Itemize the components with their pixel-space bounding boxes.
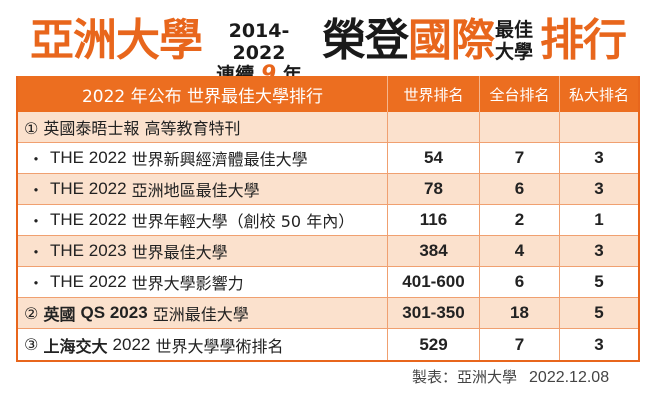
credit-text: 製表：亞洲大學 xyxy=(412,368,518,386)
world-rank: 78 xyxy=(388,174,480,204)
table-credit: 製表：亞洲大學 2022.12.08 xyxy=(412,366,609,387)
section-number: ② xyxy=(24,303,39,323)
row-label: ③ 上海交大 2022 世界大學學術排名 xyxy=(18,329,388,360)
row-name: 世界大學學術排名 xyxy=(155,336,284,356)
row-prefix: 2022 xyxy=(112,334,151,354)
table-row: ・ THE 2023 世界最佳大學 384 4 3 xyxy=(18,236,638,267)
row-prefix: THE 2022 xyxy=(50,210,127,229)
banner-ranking: 排行 xyxy=(540,15,627,66)
section-label: ① 英國泰晤士報 高等教育特刊 xyxy=(18,112,388,142)
world-rank: 529 xyxy=(388,329,480,360)
table-header-row: 2022 年公布 世界最佳大學排行 世界排名 全台排名 私大排名 xyxy=(18,76,638,112)
best-line2: 大學 xyxy=(495,41,534,63)
world-rank: 301-350 xyxy=(388,298,480,328)
row-name: 世界新興經濟體最佳大學 xyxy=(131,150,308,169)
row-prefix: THE 2022 xyxy=(50,179,127,198)
header-title: 2022 年公布 世界最佳大學排行 xyxy=(18,76,388,112)
header-private-rank: 私大排名 xyxy=(568,85,629,104)
header-world-rank: 世界排名 xyxy=(388,76,480,112)
bullet: ・ xyxy=(28,243,45,262)
ranking-table: 2022 年公布 世界最佳大學排行 世界排名 全台排名 私大排名 ① 英國泰晤士… xyxy=(16,76,640,362)
private-rank: 1 xyxy=(594,210,604,229)
taiwan-rank: 6 xyxy=(480,267,560,297)
taiwan-rank: 2 xyxy=(480,205,560,235)
private-rank: 5 xyxy=(594,303,604,322)
private-rank: 3 xyxy=(594,334,604,354)
row-name: 亞洲地區最佳大學 xyxy=(131,181,260,200)
row-prefix: THE 2022 xyxy=(50,148,127,167)
row-name: 世界最佳大學 xyxy=(131,243,228,262)
table-row: ・ THE 2022 世界新興經濟體最佳大學 54 7 3 xyxy=(18,143,638,174)
row-prefix: THE 2022 xyxy=(50,272,127,291)
private-rank: 3 xyxy=(594,148,604,167)
banner-university: 亞洲大學 xyxy=(30,15,203,66)
banner-years: 2014-2022 xyxy=(228,20,290,64)
credit-date: 2022.12.08 xyxy=(529,369,610,386)
row-org: 英國 xyxy=(43,305,76,324)
best-line1: 最佳 xyxy=(495,19,534,41)
row-label: ・ THE 2022 世界新興經濟體最佳大學 xyxy=(18,143,388,173)
world-rank: 116 xyxy=(388,205,480,235)
table-row-qs: ② 英國 QS 2023 亞洲最佳大學 301-350 18 5 xyxy=(18,298,638,329)
world-rank: 401-600 xyxy=(388,267,480,297)
bullet: ・ xyxy=(28,212,45,231)
row-name: 世界大學影響力 xyxy=(131,274,244,293)
section-row-the: ① 英國泰晤士報 高等教育特刊 xyxy=(18,112,638,143)
world-rank: 384 xyxy=(388,236,480,266)
taiwan-rank: 7 xyxy=(480,143,560,173)
private-rank: 3 xyxy=(594,241,604,260)
table-row: ・ THE 2022 世界大學影響力 401-600 6 5 xyxy=(18,267,638,298)
row-name: 世界年輕大學（創校 50 年內） xyxy=(131,212,355,231)
world-rank: 54 xyxy=(388,143,480,173)
taiwan-rank: 6 xyxy=(480,174,560,204)
row-prefix: QS 2023 xyxy=(80,303,148,322)
row-prefix: THE 2023 xyxy=(50,241,127,260)
banner-international: 國際 xyxy=(408,15,495,66)
row-org: 上海交大 xyxy=(43,336,108,356)
row-label: ・ THE 2023 世界最佳大學 xyxy=(18,236,388,266)
private-rank: 3 xyxy=(594,179,604,198)
row-label: ② 英國 QS 2023 亞洲最佳大學 xyxy=(18,298,388,328)
header-taiwan-rank: 全台排名 xyxy=(480,76,560,112)
table-row: ・ THE 2022 世界年輕大學（創校 50 年內） 116 2 1 xyxy=(18,205,638,236)
table-row: ・ THE 2022 亞洲地區最佳大學 78 6 3 xyxy=(18,174,638,205)
taiwan-rank: 18 xyxy=(480,298,560,328)
table-row-arwu: ③ 上海交大 2022 世界大學學術排名 529 7 3 xyxy=(18,329,638,360)
row-label: ・ THE 2022 亞洲地區最佳大學 xyxy=(18,174,388,204)
banner-best-university: 最佳 大學 xyxy=(495,19,539,63)
banner-honor: 榮登 xyxy=(322,15,409,66)
bullet: ・ xyxy=(28,181,45,200)
taiwan-rank: 7 xyxy=(480,329,560,360)
banner-headline: 亞洲大學 2014-2022 連續 9 年 榮登 國際 最佳 大學 排行 xyxy=(0,0,656,87)
bullet: ・ xyxy=(28,150,45,169)
row-label: ・ THE 2022 世界年輕大學（創校 50 年內） xyxy=(18,205,388,235)
private-rank: 5 xyxy=(594,272,604,291)
taiwan-rank: 4 xyxy=(480,236,560,266)
row-label: ・ THE 2022 世界大學影響力 xyxy=(18,267,388,297)
bullet: ・ xyxy=(28,274,45,293)
section-number: ③ xyxy=(24,335,39,354)
row-name: 亞洲最佳大學 xyxy=(152,305,249,324)
